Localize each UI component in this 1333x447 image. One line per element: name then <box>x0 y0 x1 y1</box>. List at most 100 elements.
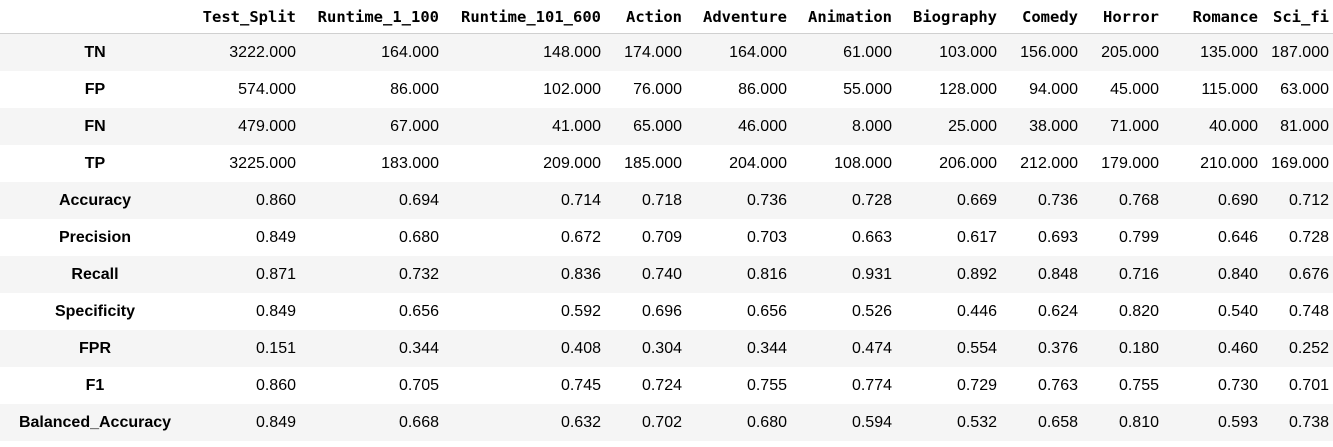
table-cell: 115.000 <box>1201 80 1258 98</box>
table-cell: 0.892 <box>956 265 997 283</box>
table-cell: 86.000 <box>390 80 439 98</box>
table-cell: 94.000 <box>1029 80 1078 98</box>
table-cell: 0.669 <box>956 191 997 209</box>
table-cell: 0.732 <box>398 265 439 283</box>
table-cell: 0.526 <box>851 302 892 320</box>
header-row: Test_Split Runtime_1_100 Runtime_101_600 Ac… <box>0 0 1333 34</box>
table-cell: 0.768 <box>1118 191 1159 209</box>
table-cell: 0.680 <box>746 413 787 431</box>
table-cell: 102.000 <box>543 80 601 98</box>
table-row: FP 574.000 86.000 102.000 76.000 86.000 55.000… <box>0 71 1333 108</box>
table-cell: 0.816 <box>746 265 787 283</box>
table-cell: 210.000 <box>1200 154 1258 172</box>
table-cell: 0.712 <box>1288 191 1329 209</box>
table-cell: 0.709 <box>641 228 682 246</box>
table-row: Balanced_Accuracy 0.849 0.668 0.632 0.702 0.6… <box>0 404 1333 441</box>
table-cell: 86.000 <box>738 80 787 98</box>
row-label: Specificity <box>54 302 136 320</box>
table-cell: 0.736 <box>746 191 787 209</box>
table-cell: 0.849 <box>255 228 296 246</box>
table-cell: 81.000 <box>1280 117 1329 135</box>
table-cell: 169.000 <box>1271 154 1329 172</box>
table-cell: 212.000 <box>1020 154 1078 172</box>
row-label: Precision <box>58 228 132 246</box>
table-cell: 0.151 <box>255 339 296 357</box>
table-cell: 3222.000 <box>229 43 296 61</box>
table-cell: 76.000 <box>633 80 682 98</box>
row-label: F1 <box>85 376 105 394</box>
table-cell: 128.000 <box>939 80 997 98</box>
column-header: Action <box>605 0 686 34</box>
table-cell: 0.656 <box>746 302 787 320</box>
table-cell: 0.690 <box>1217 191 1258 209</box>
column-header: Adventure <box>686 0 791 34</box>
table-cell: 63.000 <box>1280 80 1329 98</box>
table-cell: 0.763 <box>1037 376 1078 394</box>
table-row: FPR 0.151 0.344 0.408 0.304 0.344 0.474 0.554 0.… <box>0 330 1333 367</box>
row-label: FN <box>84 117 106 135</box>
row-label: FP <box>84 80 106 98</box>
table-cell: 0.304 <box>641 339 682 357</box>
column-header: Test_Split <box>190 0 300 34</box>
table-cell: 0.718 <box>641 191 682 209</box>
column-header: Runtime_101_600 <box>443 0 605 34</box>
row-label: TN <box>84 43 106 61</box>
column-header: Sci_fi <box>1262 0 1333 34</box>
table-cell: 45.000 <box>1110 80 1159 98</box>
table-cell: 0.540 <box>1217 302 1258 320</box>
table-cell: 185.000 <box>624 154 682 172</box>
table-cell: 209.000 <box>543 154 601 172</box>
table-cell: 0.617 <box>956 228 997 246</box>
table-cell: 0.532 <box>956 413 997 431</box>
table-row: Recall 0.871 0.732 0.836 0.740 0.816 0.931 0.89… <box>0 256 1333 293</box>
table-cell: 0.810 <box>1118 413 1159 431</box>
table-cell: 108.000 <box>834 154 892 172</box>
table-cell: 0.676 <box>1288 265 1329 283</box>
table-cell: 0.799 <box>1118 228 1159 246</box>
table-cell: 25.000 <box>948 117 997 135</box>
table-cell: 0.446 <box>956 302 997 320</box>
row-label: TP <box>84 154 106 172</box>
table-cell: 0.738 <box>1288 413 1329 431</box>
table-cell: 0.693 <box>1037 228 1078 246</box>
table-cell: 0.696 <box>641 302 682 320</box>
table-row: Accuracy 0.860 0.694 0.714 0.718 0.736 0.728 0.… <box>0 182 1333 219</box>
table-cell: 0.663 <box>851 228 892 246</box>
table-cell: 0.931 <box>851 265 892 283</box>
table-cell: 574.000 <box>238 80 296 98</box>
table-cell: 0.840 <box>1217 265 1258 283</box>
table-cell: 0.668 <box>398 413 439 431</box>
column-header: Romance <box>1163 0 1262 34</box>
table-cell: 0.554 <box>956 339 997 357</box>
table-cell: 0.656 <box>398 302 439 320</box>
table-cell: 0.755 <box>1118 376 1159 394</box>
column-header: Biography <box>896 0 1001 34</box>
row-label: Balanced_Accuracy <box>18 413 172 431</box>
table-cell: 0.408 <box>560 339 601 357</box>
row-label: FPR <box>79 339 111 357</box>
row-label: Accuracy <box>58 191 132 209</box>
table-cell: 0.624 <box>1037 302 1078 320</box>
table-cell: 0.672 <box>560 228 601 246</box>
table-body: TN 3222.000 164.000 148.000 174.000 164.000 61… <box>0 33 1333 441</box>
table-cell: 164.000 <box>729 43 787 61</box>
table-cell: 0.755 <box>746 376 787 394</box>
table-cell: 65.000 <box>633 117 682 135</box>
table-cell: 0.344 <box>398 339 439 357</box>
table-cell: 41.000 <box>552 117 601 135</box>
table-cell: 179.000 <box>1101 154 1159 172</box>
table-cell: 0.736 <box>1037 191 1078 209</box>
table-cell: 0.344 <box>746 339 787 357</box>
table-row: Specificity 0.849 0.656 0.592 0.696 0.656 0.52… <box>0 293 1333 330</box>
table-cell: 0.849 <box>255 413 296 431</box>
table-cell: 0.632 <box>560 413 601 431</box>
table-cell: 0.849 <box>255 302 296 320</box>
table-cell: 0.694 <box>398 191 439 209</box>
table-cell: 0.740 <box>641 265 682 283</box>
column-header: Runtime_1_100 <box>300 0 443 34</box>
column-header: Comedy <box>1001 0 1082 34</box>
table-cell: 0.680 <box>398 228 439 246</box>
table-cell: 40.000 <box>1209 117 1258 135</box>
